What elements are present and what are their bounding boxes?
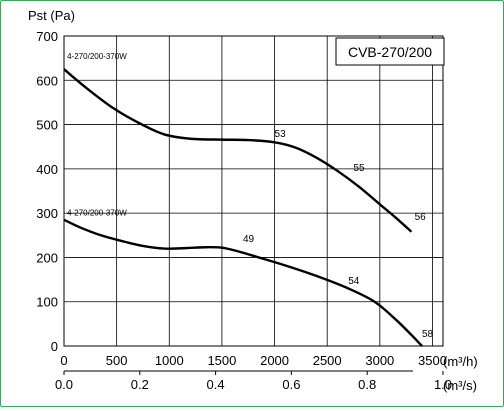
y-tick-label: 400 — [36, 162, 58, 177]
y-tick-label: 300 — [36, 206, 58, 221]
y-tick-label: 100 — [36, 295, 58, 310]
x2-tick-label: 0.2 — [131, 377, 149, 392]
x2-tick-label: 0.6 — [282, 377, 300, 392]
curve-line — [63, 68, 413, 233]
curve-labels: 4-270/200-370W 53 55 56 4-270/200-370W 49 54 58 — [67, 52, 433, 340]
noise-level-label: 53 — [275, 129, 287, 140]
x-tick-label: 2000 — [260, 353, 289, 368]
y-axis-title: Pst (Pa) — [28, 8, 75, 23]
x-unit-primary: (m³/h) — [443, 354, 478, 369]
curve-line — [63, 218, 423, 347]
plot-area — [63, 35, 444, 347]
model-box — [335, 37, 445, 66]
x2-tick-label: 1.0 — [434, 377, 452, 392]
series-name-label: 4-270/200-370W — [67, 52, 127, 61]
noise-level-label: 56 — [415, 212, 427, 223]
y-tick-label: 200 — [36, 250, 58, 265]
tick-labels: 0 500 1000 1500 2000 2500 3000 3500 0 100 200 300 40… — [36, 29, 452, 392]
y-tick-label: 0 — [51, 339, 58, 354]
y-tick-label: 600 — [36, 73, 58, 88]
x2-tick-label: 0.0 — [55, 377, 73, 392]
noise-level-label: 58 — [422, 329, 434, 340]
curves — [63, 68, 423, 347]
noise-level-label: 54 — [348, 276, 360, 287]
noise-level-label: 55 — [354, 163, 366, 174]
x-tick-label: 1500 — [207, 353, 236, 368]
x-unit-secondary: (m³/s) — [443, 378, 477, 393]
x-tick-label: 0 — [60, 353, 67, 368]
series-name-label: 4-270/200-370W — [67, 208, 127, 217]
y-tick-label: 700 — [36, 29, 58, 44]
x-tick-label: 1000 — [155, 353, 184, 368]
x-tick-label: 3000 — [365, 353, 394, 368]
x-tick-label: 3500 — [418, 353, 447, 368]
x2-tick-label: 0.8 — [358, 377, 376, 392]
x-tick-label: 500 — [106, 353, 128, 368]
x-tick-label: 2500 — [313, 353, 342, 368]
x2-tick-label: 0.4 — [207, 377, 225, 392]
y-tick-label: 500 — [36, 118, 58, 133]
grid — [63, 35, 444, 375]
model-name: CVB-270/200 — [348, 44, 432, 60]
noise-level-label: 49 — [243, 234, 255, 245]
